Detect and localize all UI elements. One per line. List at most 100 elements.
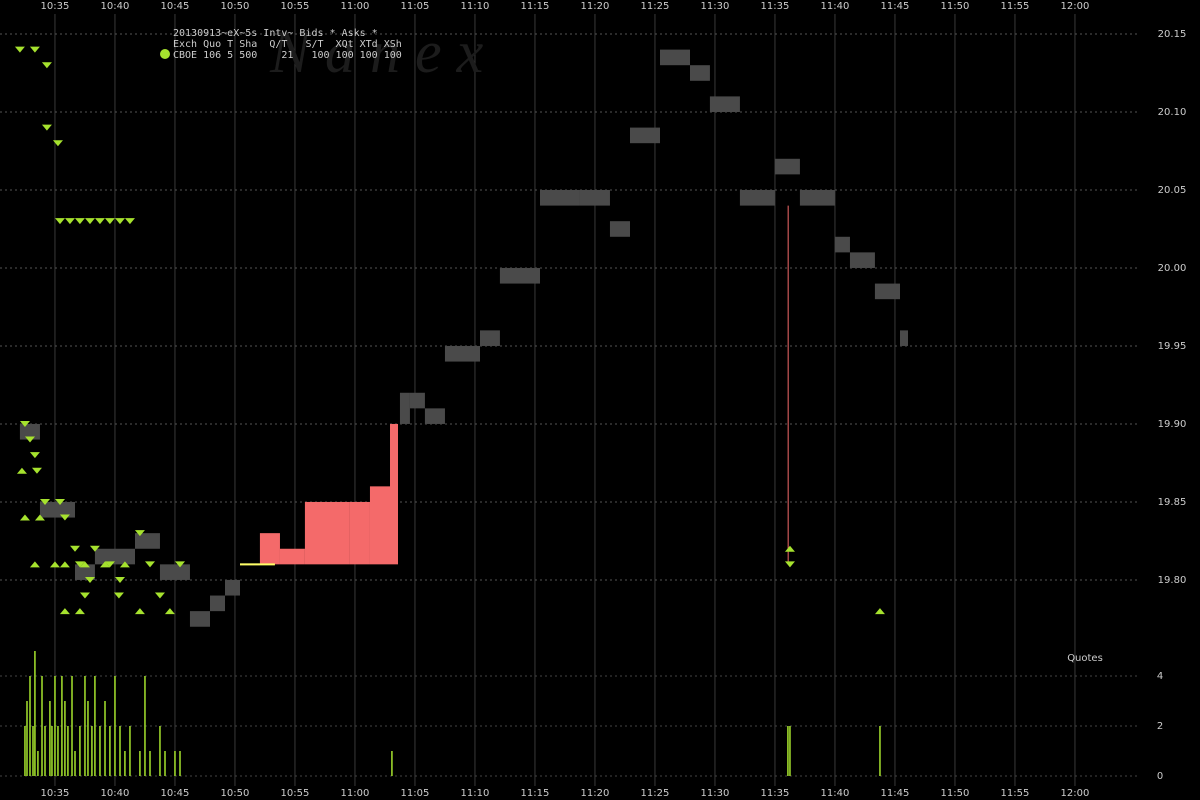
spread-band [210, 595, 225, 612]
cboe-ask [74, 561, 85, 568]
x-tick-label-bottom: 11:00 [341, 788, 370, 799]
cboe-bid [59, 608, 70, 615]
x-tick-label-bottom: 11:10 [461, 788, 490, 799]
volume-bar [84, 676, 86, 776]
cboe-bid [49, 561, 60, 568]
cboe-bid [100, 561, 110, 568]
volume-bar [94, 676, 96, 776]
spread-band [799, 189, 835, 206]
spread-band [349, 501, 370, 565]
y-tick-label: 20.05 [1158, 185, 1187, 196]
cboe-ask [79, 592, 90, 599]
spread-band [159, 564, 190, 580]
spread-band [849, 252, 875, 268]
cboe-bid [29, 561, 40, 568]
spread-band [660, 49, 690, 66]
spread-band [874, 283, 900, 300]
volume-bar [124, 751, 126, 776]
y-tick-label: 19.90 [1158, 419, 1187, 430]
volume-bar [64, 701, 66, 776]
x-tick-label-top: 10:35 [41, 1, 70, 12]
spread-band [225, 579, 240, 596]
spread-band [19, 423, 40, 440]
cboe-ask [124, 218, 135, 225]
volume-bar [29, 676, 31, 776]
y-tick-label: 20.10 [1158, 107, 1187, 118]
volume-bar [129, 726, 131, 776]
cboe-ask [41, 62, 52, 69]
x-tick-label-top: 11:15 [521, 1, 550, 12]
cboe-ask [40, 498, 50, 505]
cboe-ask [94, 218, 105, 225]
volume-bar [74, 751, 76, 776]
volume-bar [44, 726, 46, 776]
cboe-ask [70, 545, 80, 552]
x-tick-label-top: 10:45 [161, 1, 190, 12]
x-tick-label-bottom: 11:15 [521, 788, 550, 799]
spread-band [709, 96, 740, 112]
x-tick-label-top: 11:25 [641, 1, 670, 12]
y-tick-label: 19.85 [1158, 497, 1187, 508]
volume-bar [34, 651, 36, 776]
cboe-ask [145, 561, 155, 568]
cboe-ask [784, 561, 795, 568]
cboe-ask [74, 218, 85, 225]
spread-band [259, 533, 280, 565]
cboe-bid [119, 561, 130, 568]
spread-band [39, 501, 75, 518]
volume-bar [179, 751, 181, 776]
volume-bar [149, 751, 151, 776]
volume-bar [159, 726, 161, 776]
cboe-ask [134, 530, 145, 537]
cboe-bid [164, 608, 175, 615]
cboe-ask [41, 124, 52, 131]
volume-bar [109, 726, 111, 776]
cboe-bid [74, 608, 85, 615]
spread-band [75, 564, 95, 580]
cboe-ask [14, 46, 25, 53]
x-tick-label-top: 11:05 [401, 1, 430, 12]
spread-band [774, 158, 800, 175]
volume-bar [79, 726, 81, 776]
x-tick-label-top: 11:10 [461, 1, 490, 12]
volume-bar [54, 676, 56, 776]
x-tick-label-bottom: 10:35 [41, 788, 70, 799]
cboe-ask [59, 514, 70, 521]
x-tick-label-top: 11:40 [821, 1, 850, 12]
volume-bar [91, 726, 93, 776]
x-tick-label-top: 11:55 [1001, 1, 1030, 12]
y-tick-label: 19.80 [1158, 575, 1187, 586]
cboe-ask [29, 452, 40, 459]
header-line: 20130913~eX~5s Intv~ Bids * Asks * [173, 28, 378, 39]
spread-band [390, 423, 398, 565]
y-tick-label: 20.15 [1158, 29, 1187, 40]
x-tick-label-top: 10:55 [281, 1, 310, 12]
cboe-ask [31, 467, 42, 474]
spread-band [579, 189, 610, 206]
header-line: Exch Quo T Sha Q/T S/T XQt XTd XSh [173, 39, 402, 50]
volume-bar [51, 726, 53, 776]
x-tick-label-bottom: 11:45 [881, 788, 910, 799]
volume-bar [174, 751, 176, 776]
cboe-ask [52, 140, 63, 147]
spread-band [609, 221, 630, 237]
volume-bar [789, 726, 791, 776]
cboe-ask [85, 218, 95, 225]
volume-bar [139, 751, 141, 776]
spread-band [369, 486, 390, 565]
cboe-bid [134, 608, 145, 615]
x-tick-label-top: 10:40 [101, 1, 130, 12]
x-tick-label-bottom: 11:35 [761, 788, 790, 799]
x-tick-label-bottom: 11:30 [701, 788, 730, 799]
cboe-bid [59, 561, 70, 568]
spread-band [444, 345, 480, 362]
cboe-ask [64, 218, 75, 225]
x-tick-label-bottom: 10:55 [281, 788, 310, 799]
spread-band [424, 408, 445, 424]
cboe-ask [19, 420, 30, 427]
x-tick-label-top: 11:35 [761, 1, 790, 12]
x-tick-label-bottom: 11:55 [1001, 788, 1030, 799]
spread-band [135, 533, 160, 549]
spread-band [409, 392, 425, 409]
